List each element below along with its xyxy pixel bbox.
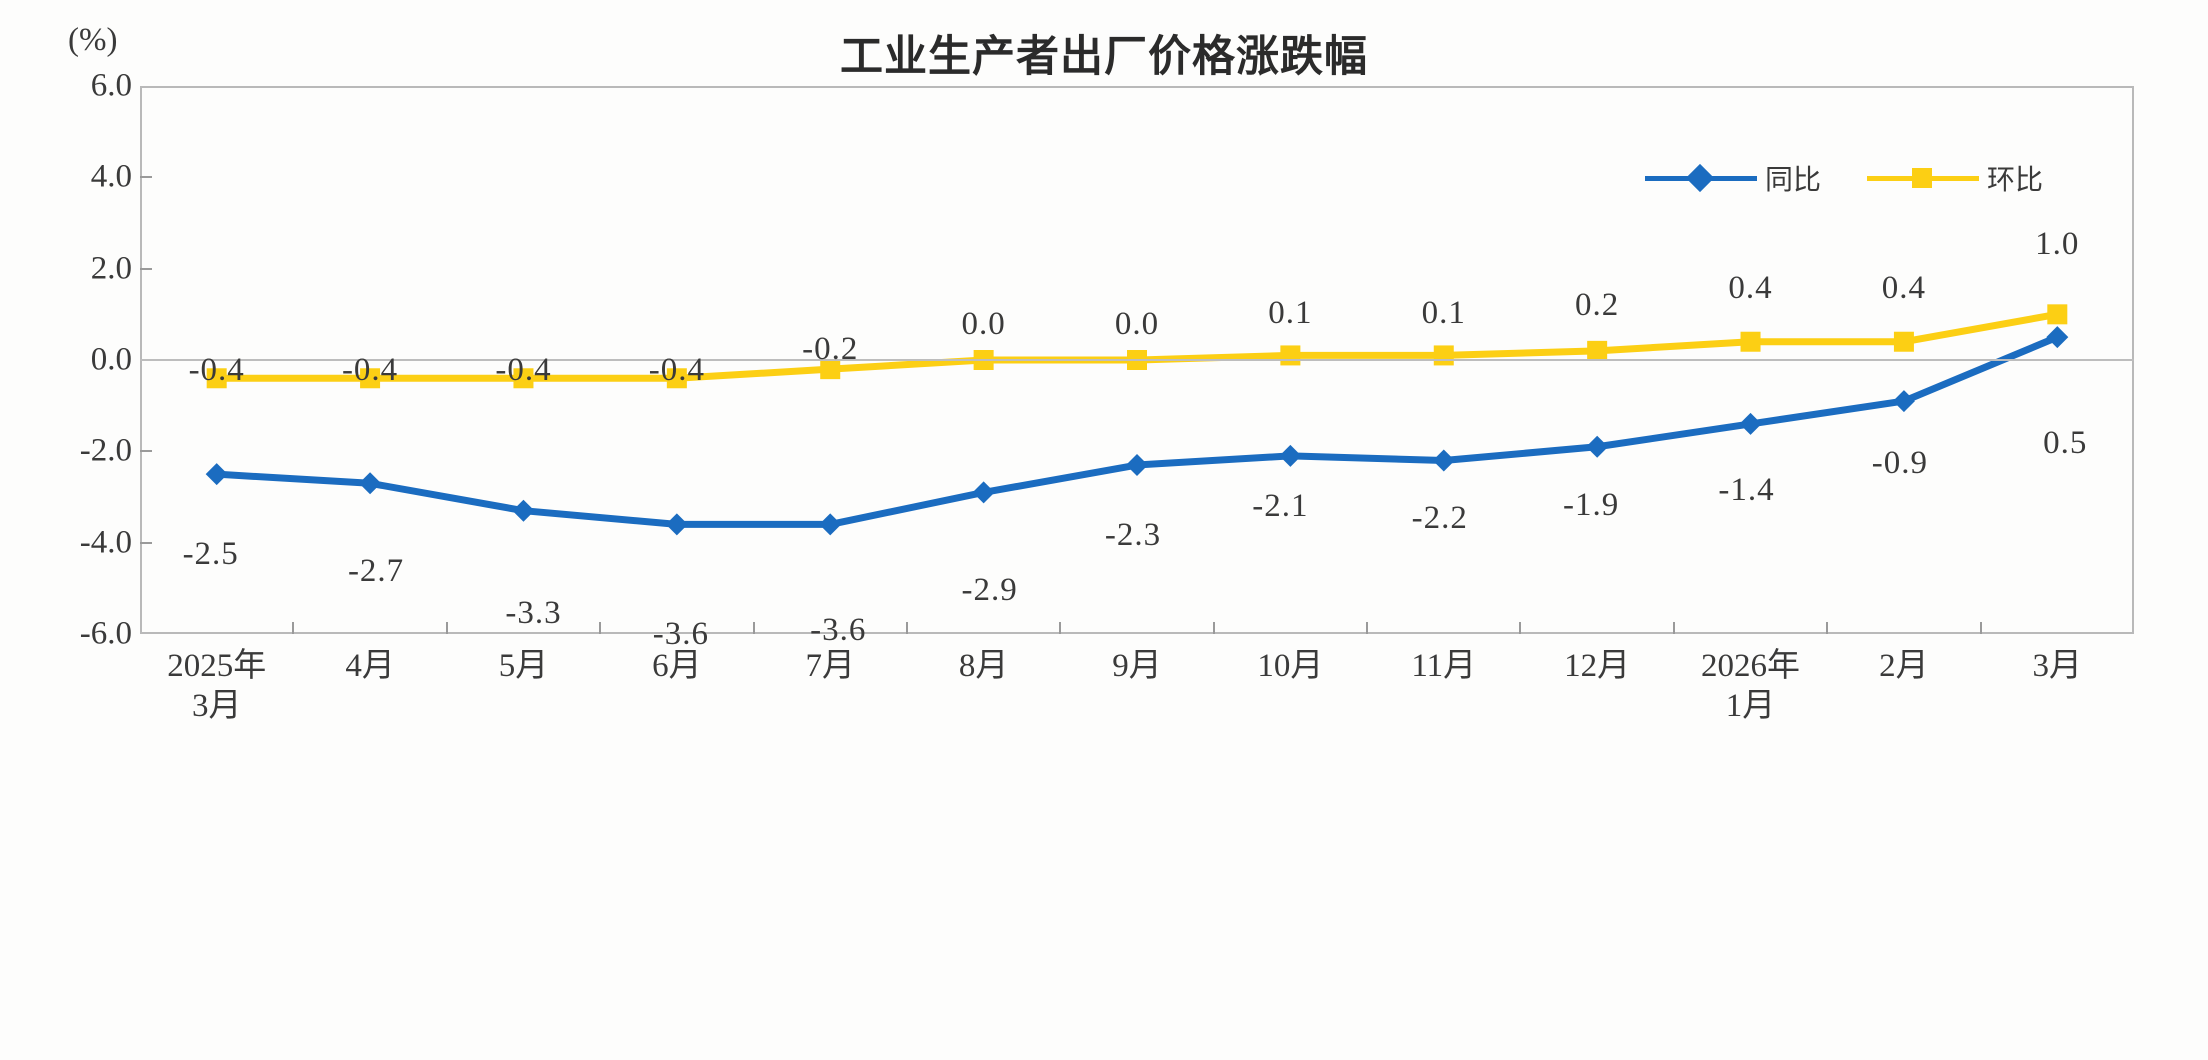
data-label: -0.9	[1871, 445, 1929, 482]
data-label: -0.4	[341, 352, 399, 389]
x-axis-tick-label: 3月	[1942, 646, 2172, 686]
legend-swatch-huanbi	[1867, 167, 1980, 189]
y-axis-tick-label: 2.0	[90, 250, 132, 287]
x-axis-tick-label-line1: 11月	[1411, 648, 1477, 684]
x-axis-tick-label: 4月	[255, 646, 485, 686]
x-axis-tick-label-line1: 3月	[2032, 648, 2083, 684]
x-axis-tick-label-line1: 12月	[1564, 648, 1631, 684]
x-axis-tick-mark	[1059, 622, 1062, 634]
x-axis-tick-mark	[445, 622, 448, 634]
data-label: -2.7	[347, 553, 405, 590]
x-axis-tick-label: 5月	[408, 646, 638, 686]
data-label: -0.4	[188, 352, 245, 389]
x-axis-tick-label-line1: 2月	[1879, 648, 1929, 684]
data-label: -2.3	[1104, 517, 1162, 554]
x-axis-tick-label-line1: 8月	[958, 648, 1009, 684]
y-axis-tick-mark	[140, 176, 152, 179]
diamond-marker-icon	[1685, 163, 1715, 193]
data-label: 0.1	[1421, 295, 1466, 332]
data-label: 0.2	[1575, 286, 1620, 323]
data-label: 0.5	[2043, 425, 2088, 462]
square-marker-icon	[1912, 168, 1933, 188]
x-axis-tick-label-line1: 7月	[805, 648, 855, 684]
x-axis-tick-label: 8月	[869, 646, 1099, 686]
y-axis-tick-mark	[140, 450, 152, 453]
y-axis-tick-label: 6.0	[90, 67, 132, 104]
y-axis-tick-label: 0.0	[90, 341, 132, 378]
x-axis-tick-mark	[599, 622, 602, 634]
data-label: -0.4	[648, 352, 705, 389]
data-label: -2.9	[961, 572, 1018, 609]
legend-label-tongbi: 同比	[1765, 163, 1822, 196]
legend-item-tongbi[interactable]: 同比	[1645, 158, 1821, 198]
x-axis-tick-label-line2: 1月	[1725, 688, 1776, 725]
x-axis-tick-mark	[905, 622, 908, 634]
x-axis-tick-mark	[1519, 622, 1522, 634]
y-axis-tick-mark	[140, 267, 152, 270]
y-axis-tick-label: -4.0	[79, 524, 132, 561]
x-axis-tick-label: 2025年 3月	[102, 646, 332, 727]
data-label: 0.0	[1114, 306, 1160, 342]
data-label: -0.4	[495, 352, 552, 389]
legend-item-huanbi[interactable]: 环比	[1867, 158, 2043, 198]
y-axis-tick-mark	[140, 541, 152, 544]
x-axis-tick-mark	[292, 622, 295, 634]
data-label: -2.1	[1252, 487, 1309, 524]
x-axis-tick-label: 9月	[1022, 646, 1252, 686]
x-axis-tick-mark	[1212, 622, 1215, 634]
x-axis-tick-mark	[752, 622, 755, 634]
x-axis-tick-label: 6月	[562, 646, 792, 686]
data-label: -1.9	[1563, 486, 1620, 523]
x-axis-tick-mark	[1366, 622, 1369, 634]
x-axis-tick-label-line1: 2025年	[167, 648, 267, 684]
x-axis-tick-mark	[1672, 622, 1675, 634]
data-label: -1.4	[1718, 471, 1775, 508]
x-axis-tick-label-line1: 9月	[1112, 648, 1162, 684]
data-label: 0.1	[1268, 295, 1313, 332]
legend-label-huanbi: 环比	[1987, 163, 2044, 196]
legend: 同比 环比	[1645, 158, 2043, 198]
x-axis-tick-label-line1: 10月	[1257, 648, 1324, 684]
y-axis: 6.0 4.0 2.0 0.0 -2.0 -4.0 -6.0	[0, 0, 132, 1060]
data-label: -3.6	[652, 616, 709, 653]
x-axis-tick-label-line1: 6月	[652, 648, 702, 684]
data-label: -3.3	[505, 594, 562, 631]
x-axis-tick-label: 11月	[1329, 646, 1559, 686]
data-label: 0.4	[1728, 269, 1773, 306]
x-axis-tick-label: 2月	[1789, 646, 2019, 686]
x-axis-tick-label-line1: 2026年	[1701, 648, 1801, 684]
zero-baseline	[140, 359, 2134, 361]
x-axis-tick-label: 7月	[715, 646, 945, 686]
data-label: -3.6	[810, 612, 867, 649]
x-axis-tick-label: 10月	[1175, 646, 1405, 686]
x-axis-tick-label-line1: 5月	[498, 648, 549, 684]
y-axis-tick-label: 4.0	[90, 158, 132, 195]
data-label: 0.4	[1881, 269, 1927, 306]
y-axis-unit-label: (%)	[68, 22, 118, 58]
y-axis-tick-label: -6.0	[79, 615, 132, 652]
y-axis-tick-label: -2.0	[79, 432, 132, 469]
legend-swatch-tongbi	[1645, 163, 1757, 193]
x-axis-tick-label: 2026年 1月	[1636, 646, 1866, 727]
data-label: -0.2	[802, 331, 859, 368]
data-label: -2.2	[1411, 500, 1468, 537]
data-label: -2.5	[182, 536, 239, 573]
x-axis-tick-label: 12月	[1482, 646, 1712, 686]
data-label: 0.0	[961, 306, 1006, 342]
x-axis-tick-mark	[1826, 622, 1829, 634]
data-label: 1.0	[2035, 226, 2080, 263]
chart-title: 工业生产者出厂价格涨跌幅	[840, 32, 1368, 82]
x-axis-tick-label-line2: 3月	[191, 688, 242, 725]
x-axis-tick-label-line1: 4月	[345, 648, 395, 684]
x-axis-tick-mark	[1979, 622, 1982, 634]
